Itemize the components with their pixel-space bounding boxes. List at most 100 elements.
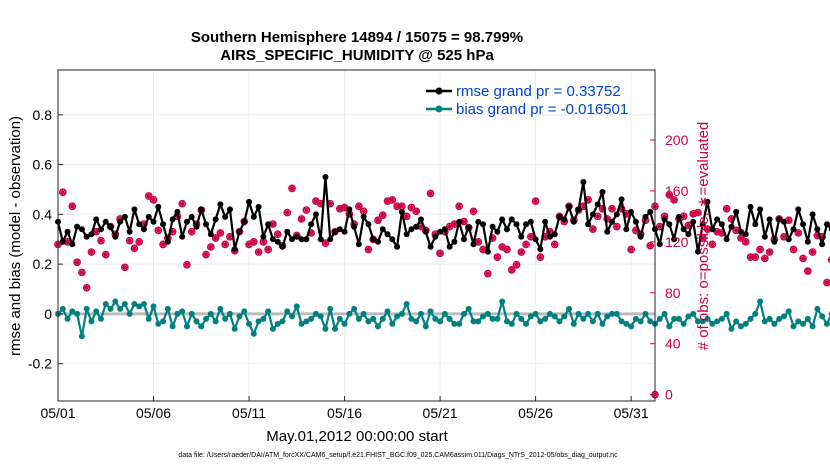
obs-count-point [125, 236, 134, 245]
obs-count-point [144, 192, 153, 200]
obs-evaluated-marker [255, 248, 263, 256]
rmse-point [83, 233, 90, 240]
y-axis-right-ticks: 0 40 80 120 160 200 [650, 132, 689, 403]
bias-point [403, 300, 410, 307]
rmse-point [609, 218, 616, 225]
obs-evaluated-marker [207, 243, 215, 251]
rmse-point [417, 216, 424, 223]
obs-evaluated-marker [216, 229, 224, 237]
rmse-point [704, 198, 711, 205]
bias-point [155, 320, 162, 327]
bias-point [160, 318, 167, 325]
bias-point [183, 323, 190, 330]
obs-evaluated-marker [527, 233, 535, 241]
bias-point [427, 308, 434, 315]
obs-evaluated-marker [455, 202, 463, 210]
rmse-point [78, 226, 85, 233]
rmse-point [518, 233, 525, 240]
bias-point [451, 320, 458, 327]
rmse-point [599, 188, 606, 195]
bias-point [680, 320, 687, 327]
bias-point [532, 310, 539, 317]
bias-point [231, 325, 238, 332]
obs-count-point [249, 238, 258, 246]
rmse-point [823, 221, 830, 228]
rmse-point [709, 226, 716, 233]
bias-point [250, 330, 257, 337]
obs-evaluated-marker [379, 211, 387, 219]
x-tick-label: 05/21 [423, 405, 458, 421]
y-axis-right-label: # of obs: o=possible; ∗=evaluated [695, 122, 712, 351]
obs-count-point [522, 240, 530, 249]
rmse-point [231, 246, 238, 253]
obs-evaluated-marker [603, 215, 611, 223]
obs-evaluated-marker [427, 189, 435, 197]
obs-count-point [756, 245, 764, 254]
rmse-point [97, 226, 104, 233]
obs-count-point [799, 254, 807, 263]
bias-point [800, 320, 807, 327]
obs-count-point [455, 202, 464, 211]
x-tick-label: 05/06 [136, 405, 171, 421]
obs-evaluated-marker [283, 209, 291, 217]
obs-count-point [627, 245, 635, 254]
obs-evaluated-marker [183, 261, 191, 269]
obs-evaluated-marker [393, 202, 401, 210]
rmse-point [714, 216, 721, 223]
bias-point [164, 305, 171, 312]
obs-evaluated-marker [321, 239, 329, 247]
obs-evaluated-marker [512, 261, 520, 269]
bias-point [637, 318, 644, 325]
bias-point [207, 310, 214, 317]
obs-evaluated-marker [498, 243, 506, 251]
obs-count-point [87, 248, 96, 256]
bias-point [408, 315, 415, 322]
obs-evaluated-marker [493, 253, 501, 261]
obs-evaluated-marker [694, 209, 702, 217]
obs-evaluated-marker [713, 228, 721, 236]
rmse-point [422, 228, 429, 235]
obs-evaluated-marker [761, 254, 769, 262]
rmse-point [465, 223, 472, 230]
obs-evaluated-marker [723, 205, 731, 213]
bias-point [776, 315, 783, 322]
rmse-point [303, 236, 310, 243]
rmse-point [117, 218, 124, 225]
rmse-point [451, 238, 458, 245]
bias-point [556, 318, 563, 325]
rmse-point [761, 233, 768, 240]
obs-evaluated-marker [699, 234, 707, 242]
obs-evaluated-marker [64, 238, 72, 246]
bias-point [690, 310, 697, 317]
x-tick-label: 05/11 [232, 405, 266, 421]
rmse-point [351, 223, 358, 230]
obs-count-point [297, 215, 306, 223]
bias-point [365, 318, 372, 325]
obs-evaluated-marker [613, 223, 621, 231]
rmse-point [183, 218, 190, 225]
bias-point [150, 303, 157, 310]
bias-point [709, 320, 716, 327]
obs-evaluated-marker [517, 248, 525, 256]
obs-evaluated-marker [92, 228, 100, 236]
obs-count-point [827, 256, 830, 264]
x-axis-ticks: 05/01 05/06 05/11 05/16 05/21 05/26 05/31 [40, 396, 649, 421]
rmse-point [604, 228, 611, 235]
rmse-point [699, 221, 706, 228]
rmse-point [780, 218, 787, 225]
obs-evaluated-marker [809, 248, 817, 256]
rmse-point [203, 221, 210, 228]
rmse-point [551, 231, 558, 238]
obs-evaluated-marker [269, 220, 277, 228]
obs-evaluated-marker [718, 229, 726, 237]
rmse-point [112, 233, 119, 240]
obs-count-point [751, 253, 760, 261]
obs-evaluated-marker [813, 232, 821, 239]
bias-point [628, 323, 635, 330]
obs-count-point [159, 240, 167, 249]
bias-point [312, 310, 319, 317]
obs-count-point [493, 253, 502, 261]
bias-point [527, 313, 534, 320]
bias-point [704, 315, 711, 322]
obs-count-point [73, 258, 81, 267]
